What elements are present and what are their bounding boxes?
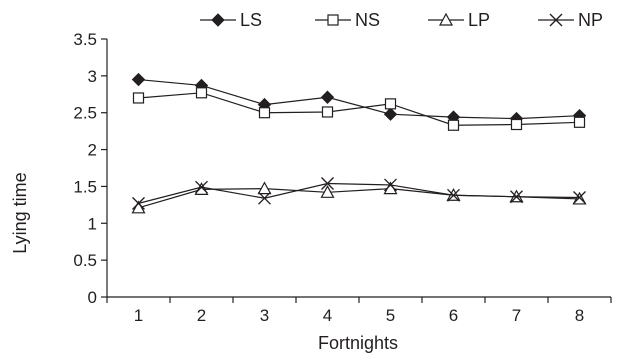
- legend-marker: [549, 13, 563, 27]
- legend-marker: [438, 12, 454, 26]
- y-tick-label: 1.5: [73, 177, 97, 196]
- series-line: [138, 92, 580, 126]
- series-ls: [131, 72, 587, 126]
- data-point: [573, 116, 586, 128]
- data-point: [195, 180, 208, 194]
- data-point: [258, 107, 271, 119]
- y-axis: 0 0.5 1 1.5 2 2.5 3 3.5: [73, 30, 108, 307]
- legend-label: LS: [240, 10, 262, 30]
- data-point: [447, 188, 460, 202]
- y-tick-label: 3: [88, 67, 97, 86]
- data-point: [320, 185, 335, 198]
- data-point: [510, 118, 523, 131]
- data-point: [131, 72, 146, 87]
- y-tick-label: 1: [88, 214, 97, 233]
- data-point: [258, 191, 271, 205]
- legend-item-lp: LP: [428, 10, 490, 30]
- data-point: [510, 190, 523, 204]
- x-tick-label: 3: [260, 306, 269, 325]
- legend-item-np: NP: [538, 10, 603, 30]
- data-point: [573, 191, 586, 204]
- data-point: [321, 106, 334, 118]
- x-axis: 1 2 3 4 5 6 7 8: [106, 296, 612, 325]
- y-tick-label: 0: [88, 288, 97, 307]
- legend-item-ns: NS: [315, 10, 380, 30]
- data-point: [321, 177, 334, 190]
- legend-label: NP: [578, 10, 603, 30]
- data-point: [195, 87, 208, 99]
- data-point: [131, 200, 146, 214]
- legend-label: LP: [468, 10, 490, 30]
- y-axis-title: Lying time: [10, 172, 30, 253]
- x-tick-label: 5: [386, 306, 395, 325]
- x-tick-label: 4: [323, 306, 332, 325]
- legend-marker: [211, 13, 225, 27]
- data-point: [384, 98, 397, 110]
- data-point: [257, 181, 272, 195]
- plot-area: [131, 72, 587, 214]
- x-tick-label: 6: [449, 306, 458, 325]
- data-point: [384, 178, 397, 192]
- data-point: [447, 119, 460, 131]
- series-ns: [132, 87, 586, 131]
- legend: LS NS LP NP: [200, 10, 603, 30]
- legend-item-ls: LS: [200, 10, 262, 30]
- legend-marker: [327, 14, 339, 26]
- x-tick-label: 2: [197, 306, 206, 325]
- x-tick-label: 8: [575, 306, 584, 325]
- series-np: [132, 177, 586, 210]
- series-line: [138, 78, 580, 120]
- x-axis-title: Fortnights: [318, 333, 398, 353]
- data-point: [320, 90, 335, 104]
- data-point: [194, 182, 209, 195]
- x-tick-label: 7: [512, 306, 521, 325]
- y-tick-label: 3.5: [73, 30, 97, 49]
- y-tick-label: 2.5: [73, 104, 97, 123]
- data-point: [132, 196, 145, 210]
- series-line: [138, 182, 580, 204]
- y-tick-label: 2: [88, 141, 97, 160]
- x-tick-label: 1: [134, 306, 143, 325]
- data-point: [383, 107, 398, 121]
- data-point: [132, 92, 145, 104]
- y-tick-label: 0.5: [73, 251, 97, 270]
- legend-label: NS: [355, 10, 380, 30]
